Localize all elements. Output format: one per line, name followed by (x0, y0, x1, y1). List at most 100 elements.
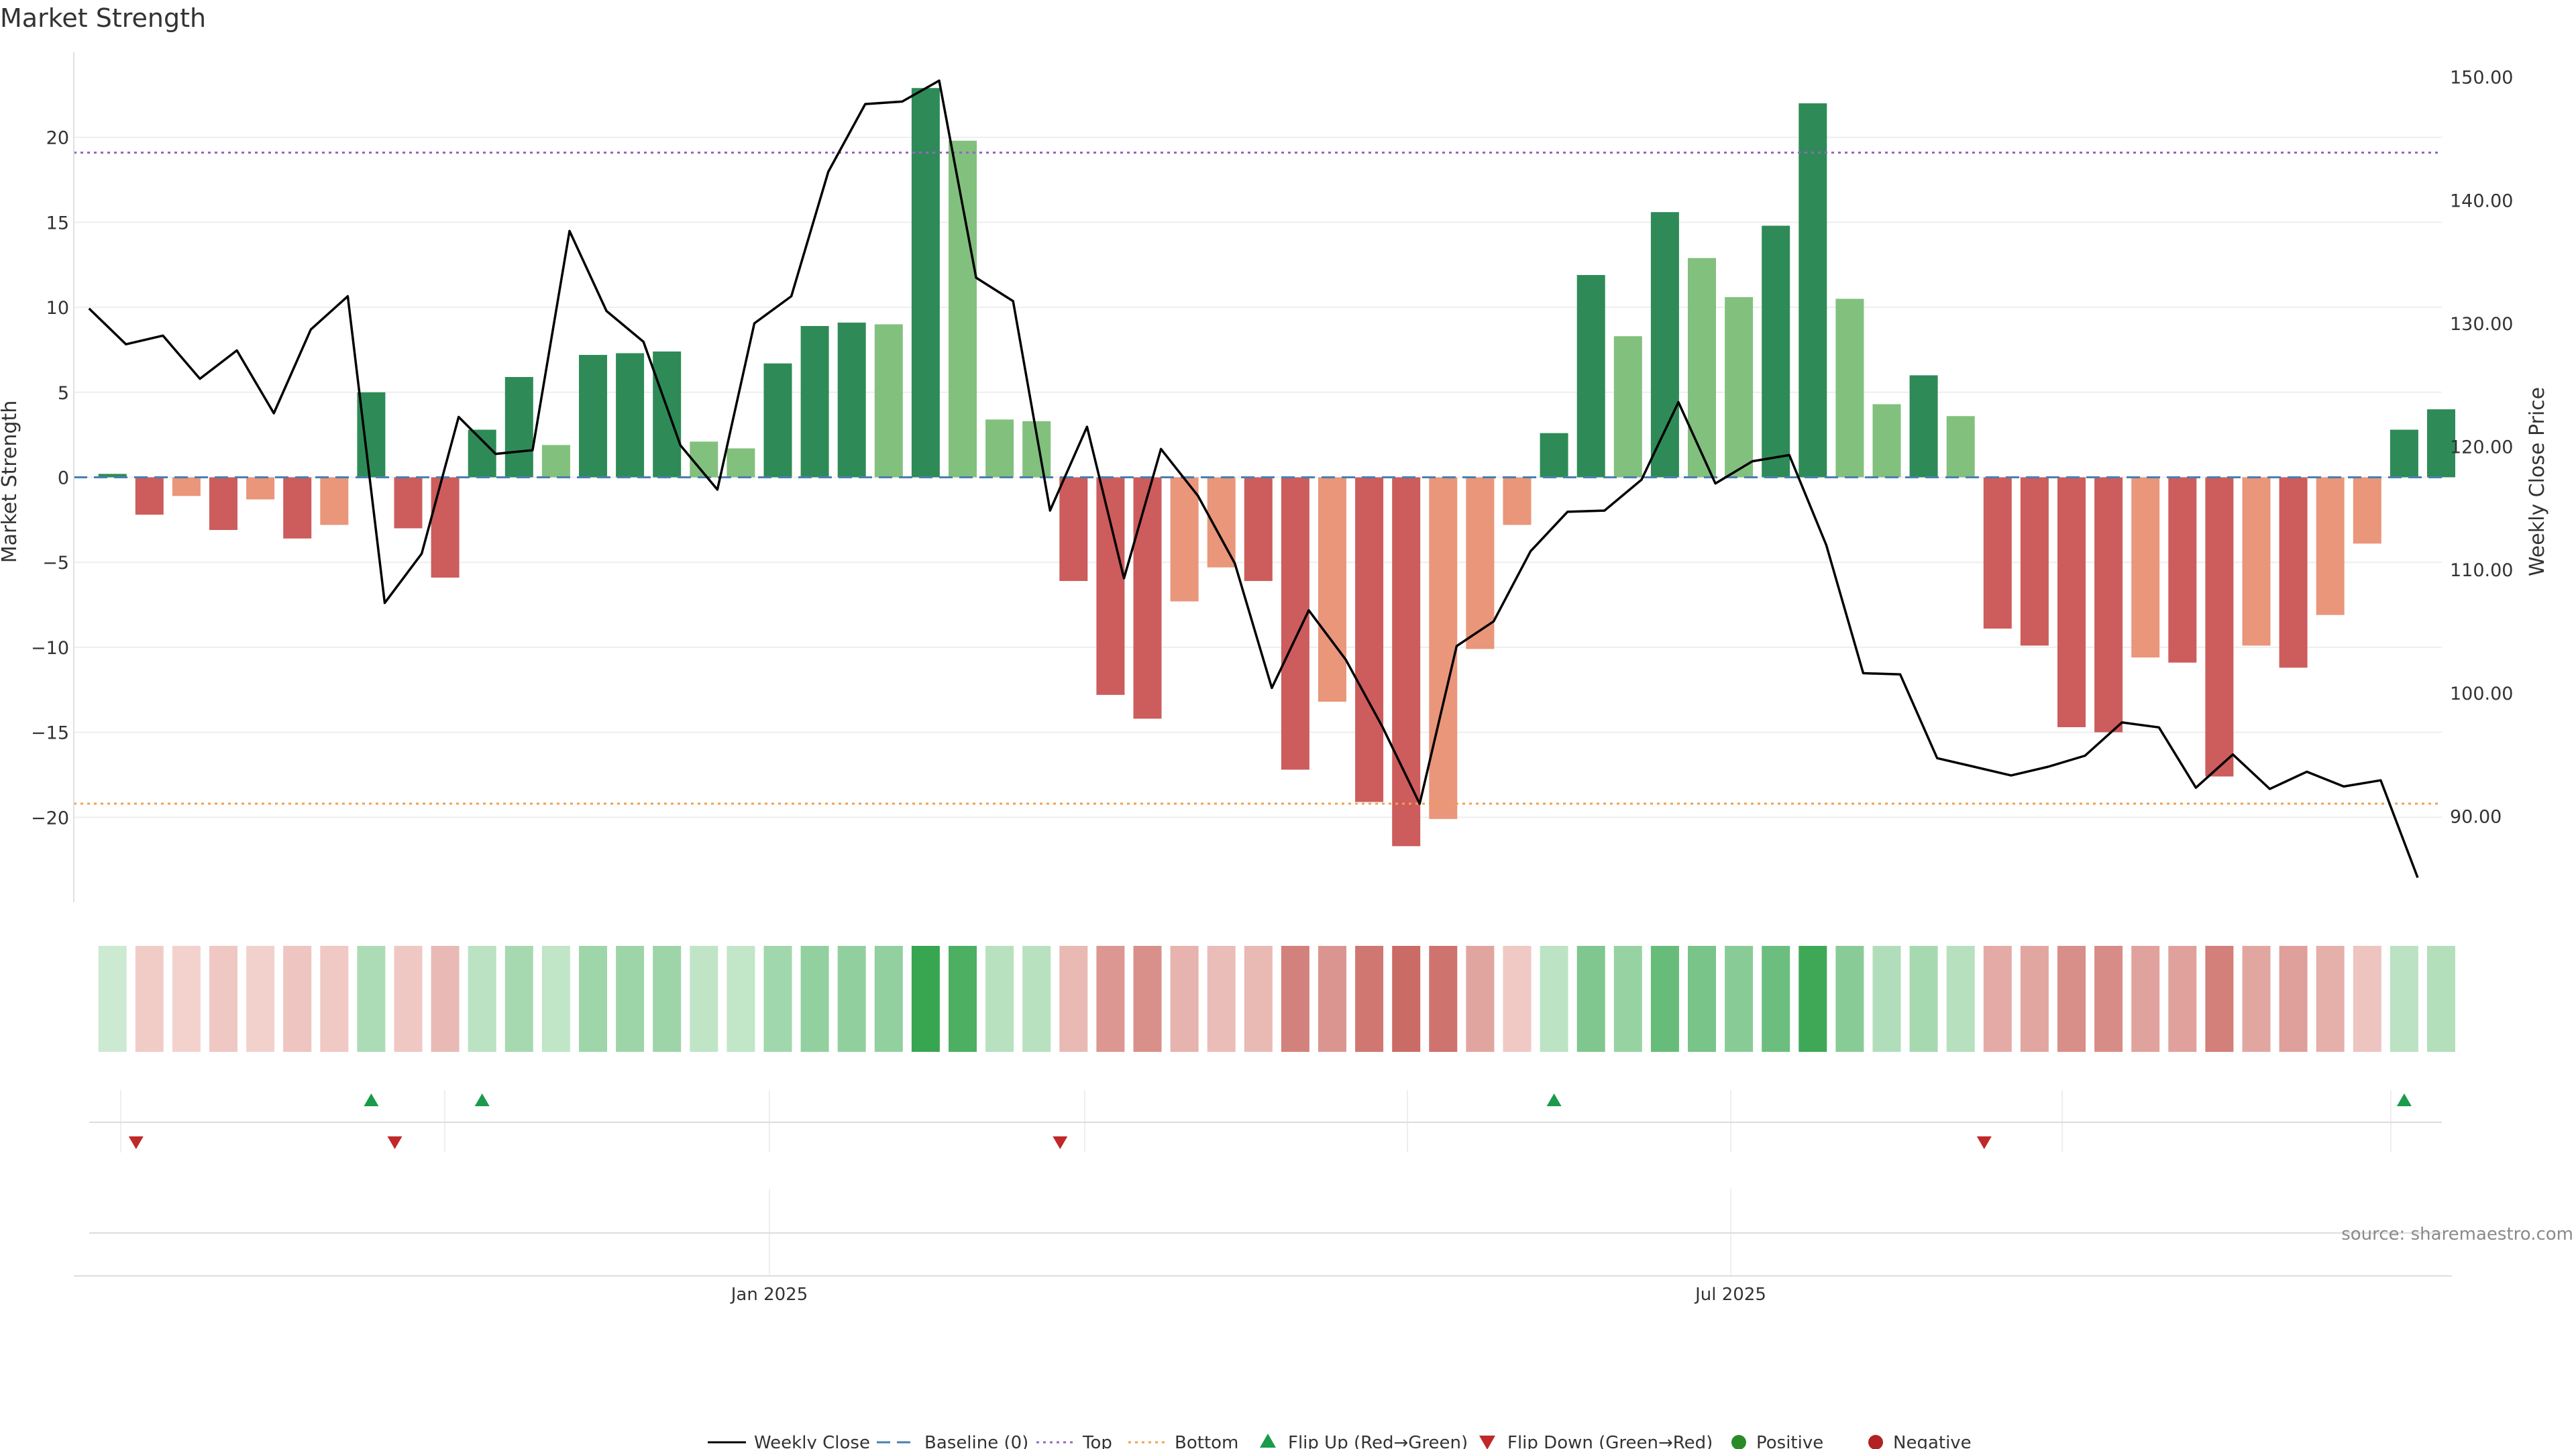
strength-bar (1170, 477, 1199, 602)
strength-bar (246, 477, 275, 500)
strength-bar (2131, 477, 2160, 658)
heatmap-cell (2205, 946, 2234, 1052)
strength-bar (2020, 477, 2049, 646)
y-tick-label: −5 (42, 553, 69, 574)
strength-bar (2390, 429, 2418, 478)
heatmap-cell (2168, 946, 2197, 1052)
legend-weekly-close: Weekly Close (754, 1433, 870, 1449)
strength-bar (1799, 103, 1827, 478)
strength-bar (431, 477, 460, 578)
heatmap-cell (1725, 946, 1754, 1052)
heatmap-cell (468, 946, 496, 1052)
strength-bar (763, 363, 792, 478)
y2-tick-label: 100.00 (2450, 684, 2513, 704)
strength-bar (1429, 477, 1458, 819)
heatmap-cell (763, 946, 792, 1052)
heatmap-strip (98, 946, 2455, 1052)
strength-bar (800, 325, 829, 478)
strength-bar (1983, 477, 2012, 629)
heatmap-cell (1650, 946, 1679, 1052)
heatmap-cell (209, 946, 237, 1052)
flip-down-marker (1976, 1136, 1992, 1149)
heatmap-cell (690, 946, 718, 1052)
strength-bar (1059, 477, 1088, 582)
y-tick-label: −10 (31, 638, 69, 659)
heatmap-cell (357, 946, 386, 1052)
axis-layer: −20 −15 −10 −5 0 5 10 15 20 90.00 100.00 110.00 120.… (31, 52, 2513, 902)
heatmap-cell (837, 946, 866, 1052)
y2-tick-label: 150.00 (2450, 68, 2513, 89)
heatmap-cell (1022, 946, 1051, 1052)
strength-bar (653, 351, 682, 478)
y-tick-label: 10 (46, 298, 69, 319)
strength-bar (1503, 477, 1532, 525)
heatmap-cell (1835, 946, 1864, 1052)
legend-flip-down: Flip Down (Green→Red) (1507, 1433, 1713, 1449)
heatmap-cell (911, 946, 940, 1052)
strength-bar (2168, 477, 2197, 663)
heatmap-cell (172, 946, 201, 1052)
strength-bar (2057, 477, 2086, 727)
legend-baseline: Baseline (0) (924, 1433, 1028, 1449)
flip-up-marker (1546, 1093, 1562, 1106)
x-tick-label: Jul 2025 (1694, 1285, 1766, 1305)
flip-down-marker (128, 1136, 144, 1149)
heatmap-cell (431, 946, 460, 1052)
strength-bar (1613, 336, 1642, 478)
weekly-close-line (88, 79, 2419, 878)
strength-bar (949, 140, 977, 478)
heatmap-cell (2094, 946, 2123, 1052)
flip-up-marker (474, 1093, 490, 1106)
heatmap-cell (1466, 946, 1495, 1052)
strength-bar (1835, 299, 1864, 478)
strength-bar (1909, 375, 1938, 478)
flip-down-marker (1053, 1136, 1068, 1149)
heatmap-cell (1207, 946, 1236, 1052)
strength-bar (727, 448, 755, 478)
heatmap-cell (2131, 946, 2160, 1052)
strength-bar (1540, 433, 1568, 478)
y-tick-label: −20 (31, 808, 69, 828)
strength-bar (2427, 409, 2455, 478)
strength-bar (1096, 477, 1125, 695)
strength-bar (1725, 297, 1754, 478)
heatmap-cell (1133, 946, 1162, 1052)
heatmap-cell (1096, 946, 1125, 1052)
heatmap-cell (985, 946, 1014, 1052)
heatmap-cell (874, 946, 903, 1052)
strength-bar (1392, 477, 1421, 847)
heatmap-cell (1872, 946, 1901, 1052)
strength-bar (394, 477, 423, 529)
strength-bar (135, 477, 164, 515)
legend-bottom: Bottom (1175, 1433, 1238, 1449)
y-tick-label: 0 (58, 468, 69, 489)
legend-flip-up: Flip Up (Red→Green) (1288, 1433, 1468, 1449)
reference-lines-layer (74, 152, 2442, 805)
heatmap-cell (1613, 946, 1642, 1052)
heatmap-cell (394, 946, 423, 1052)
strength-bar (98, 474, 127, 478)
heatmap-cell (2279, 946, 2308, 1052)
heatmap-cell (541, 946, 570, 1052)
legend-flip-down-icon (1479, 1436, 1495, 1449)
heatmap-cell (1799, 946, 1827, 1052)
heatmap-cell (246, 946, 275, 1052)
price-line-layer (88, 79, 2419, 878)
y2-tick-label: 130.00 (2450, 314, 2513, 335)
strength-bar (837, 322, 866, 478)
heatmap-cell (949, 946, 977, 1052)
x-tick-label: Jan 2025 (730, 1285, 808, 1305)
flip-up-marker (364, 1093, 379, 1106)
heatmap-cell (2057, 946, 2086, 1052)
strength-bar (616, 353, 645, 478)
strength-bar (1355, 477, 1384, 802)
strength-bar (1650, 212, 1679, 478)
strength-bar (690, 441, 718, 478)
source-label: source: sharemaestro.com (2341, 1224, 2573, 1244)
legend-positive: Positive (1756, 1433, 1823, 1449)
strength-bar (1318, 477, 1346, 702)
flip-down-marker (387, 1136, 402, 1149)
strength-bar (2353, 477, 2381, 544)
heatmap-cell (616, 946, 645, 1052)
strength-bar (283, 477, 312, 539)
